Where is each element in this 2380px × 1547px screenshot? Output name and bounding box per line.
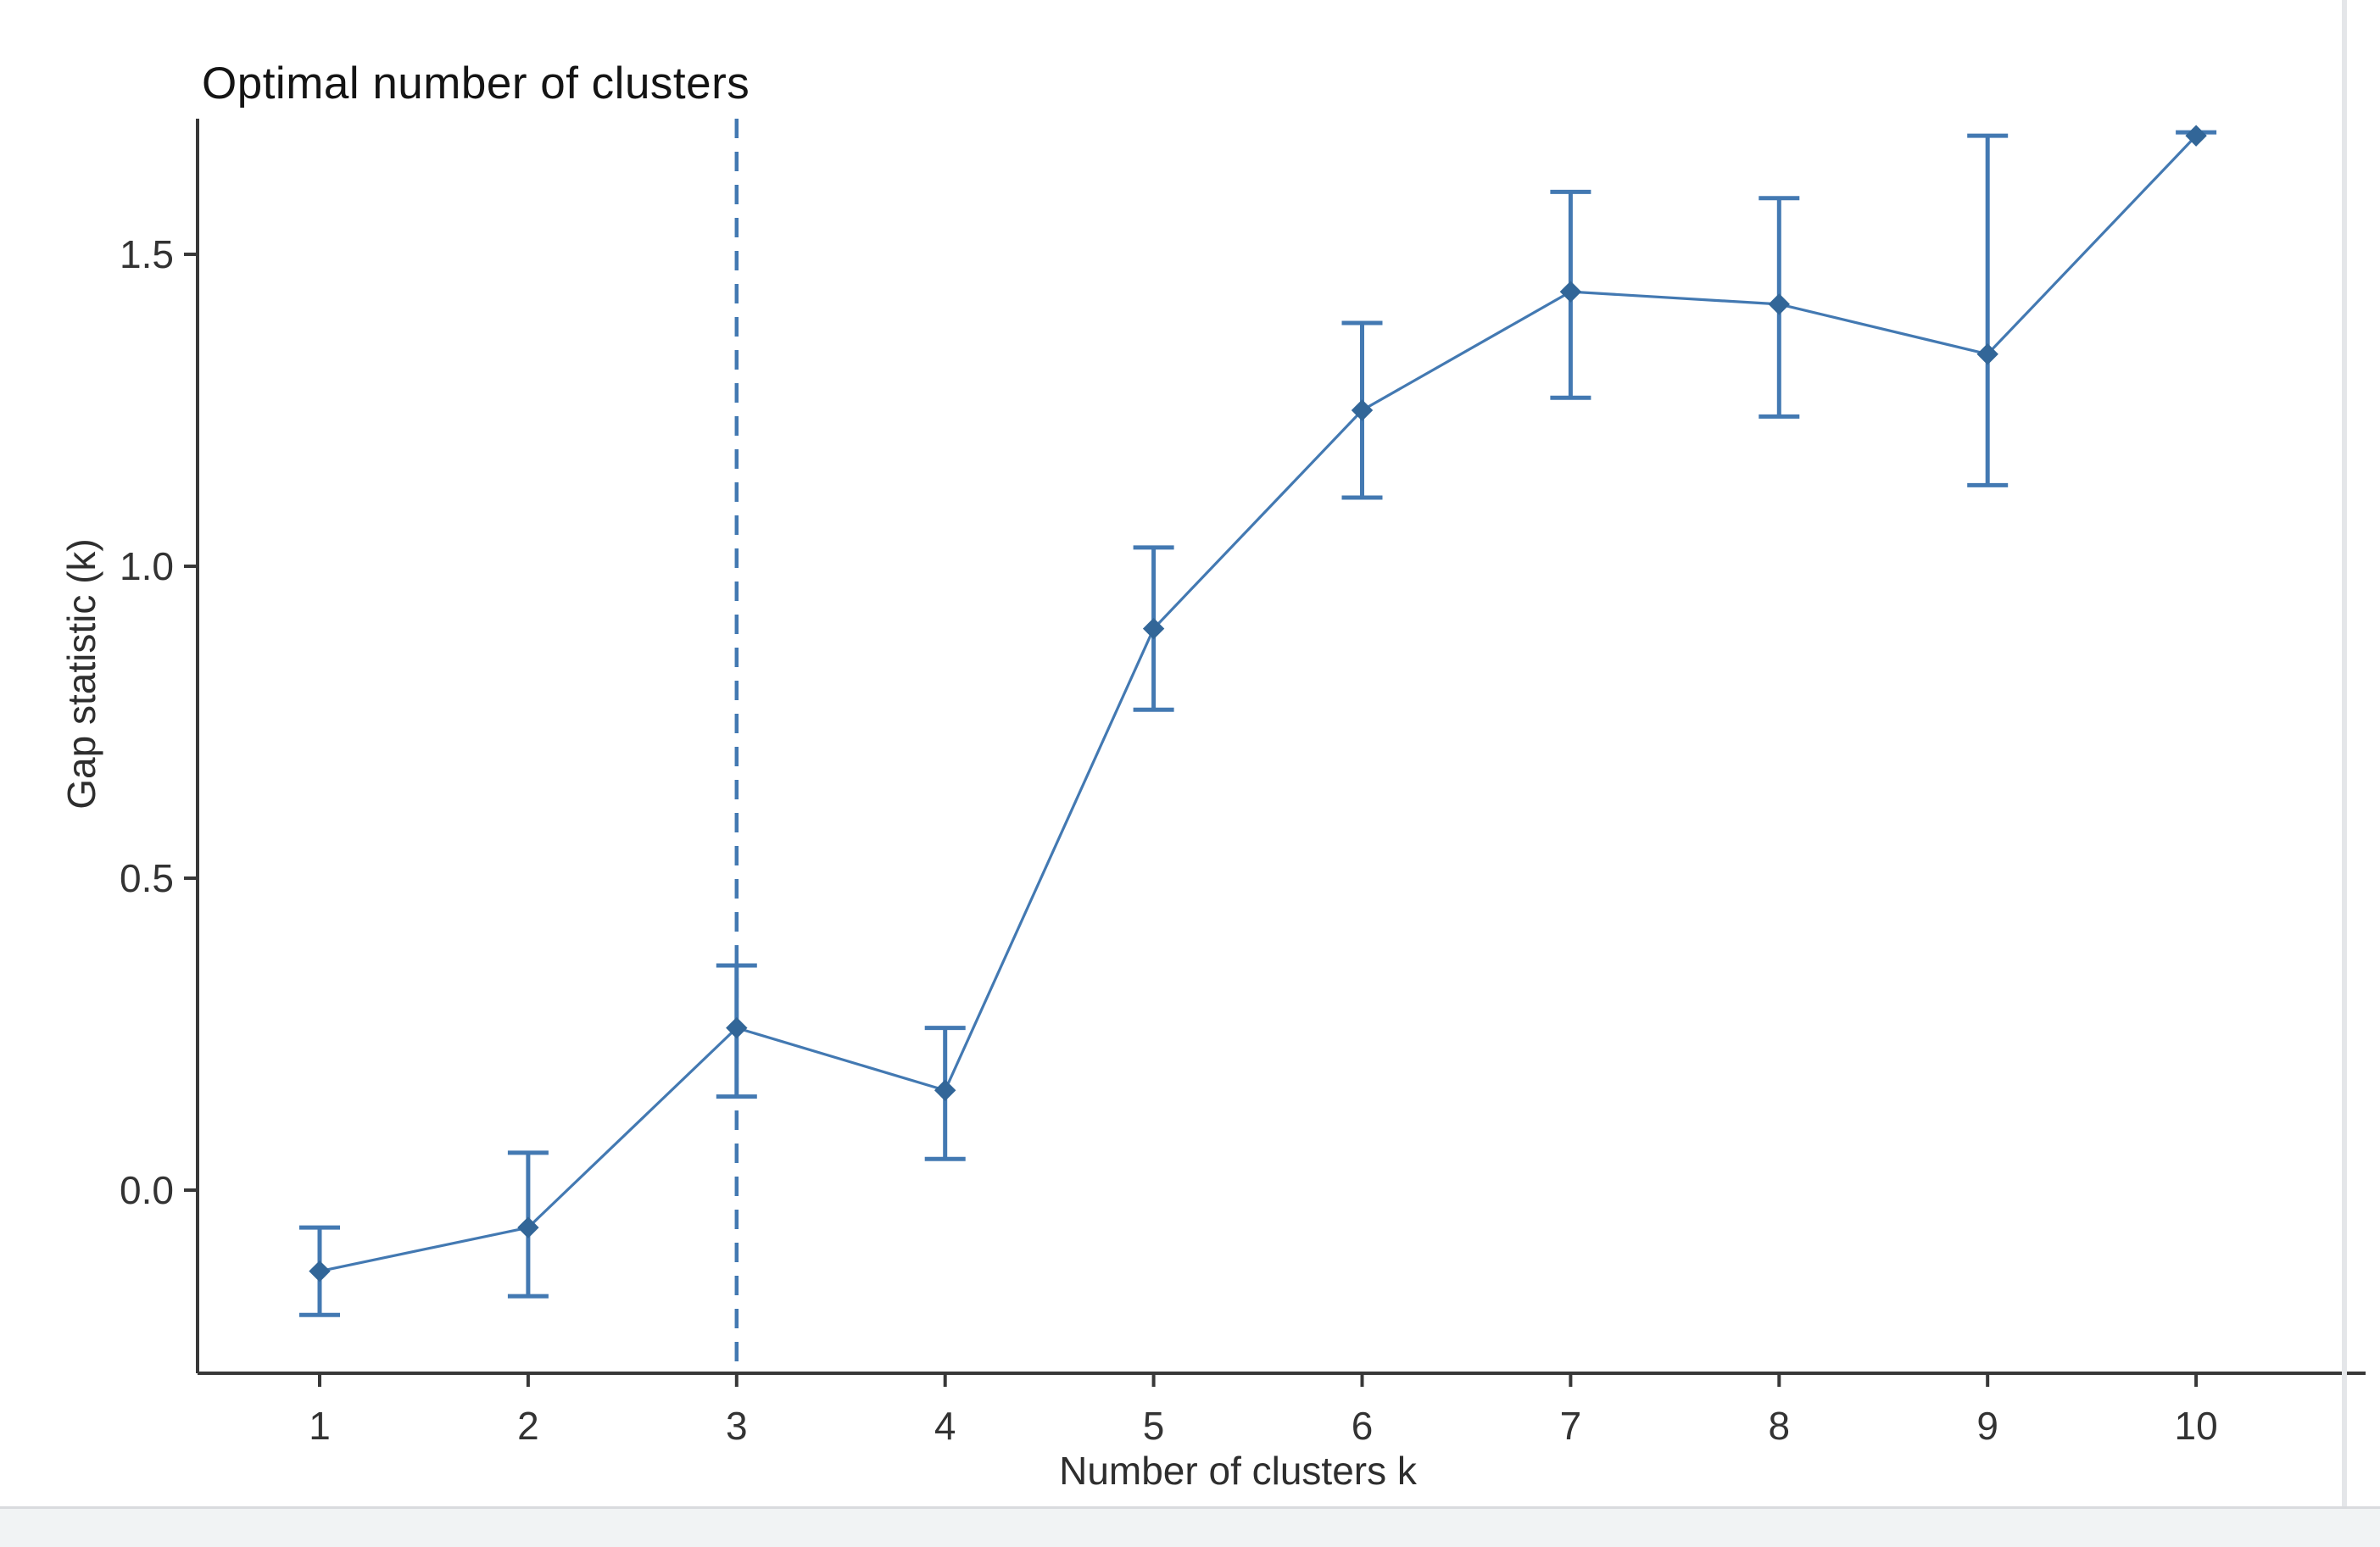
x-tick-label: 1 — [309, 1404, 331, 1448]
gap-line — [319, 135, 2198, 1273]
x-tick-label: 6 — [1352, 1404, 1374, 1448]
y-tick-label: 1.5 — [120, 232, 174, 276]
x-tick-label: 3 — [726, 1404, 748, 1448]
x-tick-label: 9 — [1976, 1404, 1998, 1448]
y-tick-label: 0.5 — [120, 856, 174, 900]
data-point-diamond — [1142, 617, 1165, 640]
x-tick-label: 8 — [1769, 1404, 1791, 1448]
x-tick-label: 10 — [2175, 1404, 2218, 1448]
data-point-diamond — [1351, 399, 1374, 421]
x-tick-label: 4 — [934, 1404, 956, 1448]
y-tick-label: 0.0 — [120, 1168, 174, 1212]
chart-title: Optimal number of clusters — [202, 58, 750, 109]
data-point-diamond — [1768, 293, 1791, 315]
data-point-diamond — [517, 1216, 539, 1238]
x-tick-label: 5 — [1143, 1404, 1165, 1448]
data-point-diamond — [1976, 343, 1998, 365]
data-point-diamond — [2185, 125, 2207, 147]
data-point-diamond — [934, 1079, 956, 1101]
x-tick-label: 2 — [517, 1404, 539, 1448]
x-axis-label: Number of clusters k — [1059, 1449, 1417, 1493]
data-point-diamond — [1559, 281, 1582, 303]
window-right-divider — [2342, 0, 2347, 1506]
y-tick-label: 1.0 — [120, 544, 174, 588]
x-tick-label: 7 — [1560, 1404, 1582, 1448]
window-bottom-band — [0, 1506, 2380, 1547]
data-point-diamond — [726, 1016, 748, 1039]
data-point-diamond — [309, 1260, 331, 1283]
